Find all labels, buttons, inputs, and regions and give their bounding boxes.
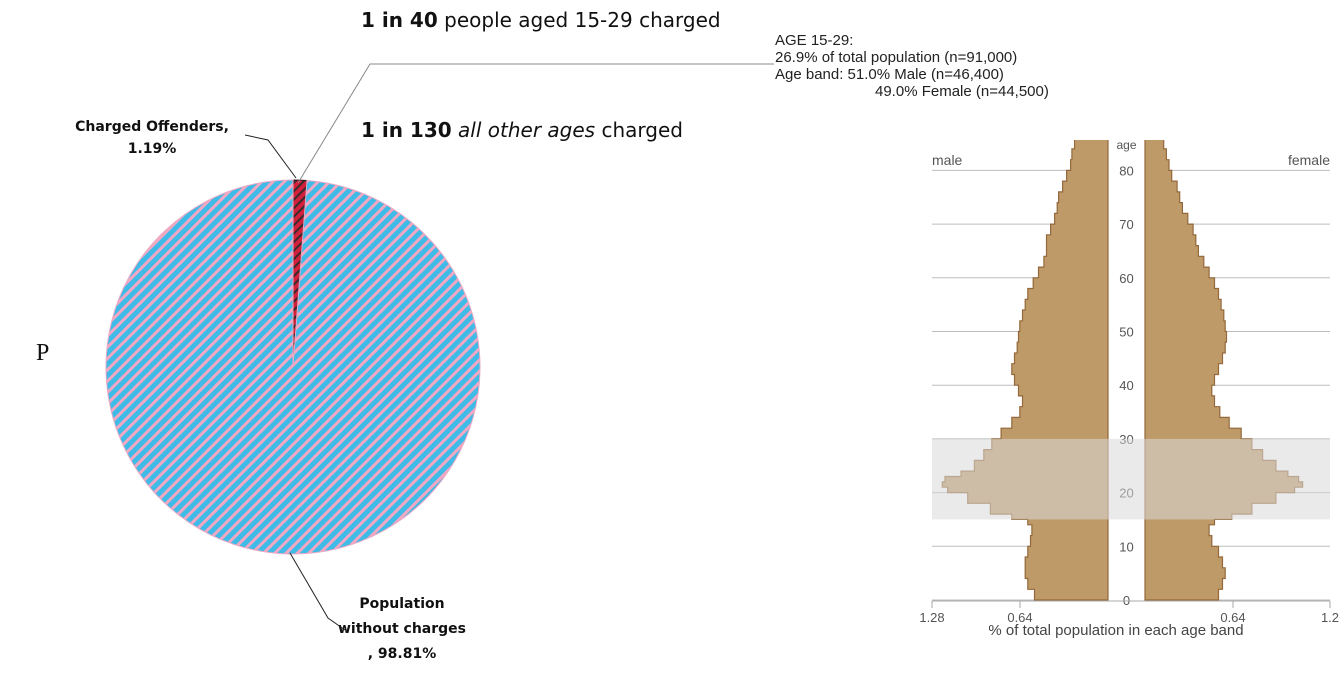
label-pop-line-1: Population [359,596,445,612]
age-tick-label: 50 [1119,325,1133,340]
age-tick-label: 60 [1119,271,1133,286]
x-tick-label: 0.64 [1007,610,1032,625]
pie-slices [105,179,481,555]
headline-other-ratio: 1 in 130 [361,118,452,142]
pie-chart [105,63,774,631]
population-pyramid: 010203040506070801.280.640.641.2malefema… [919,140,1339,639]
annotation-line-3: Age band: 51.0% Male (n=46,400) [775,66,1004,83]
label-pop-line-2: without charges [337,621,466,637]
x-tick-label: 1.2 [1321,610,1339,625]
stray-glyph: P [36,340,50,366]
label-female: female [1288,152,1330,168]
y-axis-label: age [1116,140,1136,152]
age-tick-label: 10 [1119,539,1133,554]
pyramid-layer: 010203040506070801.280.640.641.2malefema… [919,140,1339,639]
x-axis-label: % of total population in each age band [988,622,1243,639]
age-tick-label: 80 [1119,163,1133,178]
annotation-line-1: AGE 15-29: [775,32,854,49]
headline-young-ratio: 1 in 40 [361,8,438,32]
headline-other: 1 in 130 all other ages charged [361,118,683,142]
headline-other-italic: all other ages [458,118,596,142]
headline-young-text: people aged 15-29 charged [437,8,721,32]
age-tick-label: 40 [1119,378,1133,393]
label-pop-line-3: , 98.81% [367,646,437,662]
age-annotation: AGE 15-29: 26.9% of total population (n=… [775,32,1049,100]
pyramid-male-area [941,140,1109,601]
annotation-line-2: 26.9% of total population (n=91,000) [775,49,1018,66]
headline-other-text: charged [595,118,683,142]
highlight-band-15-29 [932,438,1330,520]
pyramid-female-area [1144,140,1304,601]
age-tick-label: 70 [1119,217,1133,232]
leader-line-age-annotation [297,63,774,184]
label-male: male [932,152,963,168]
headline-young: 1 in 40 people aged 15-29 charged [361,8,721,32]
leader-line-charged [244,134,297,179]
annotation-line-4: 49.0% Female (n=44,500) [875,83,1049,100]
pie-slice-population-without-charges [105,179,481,555]
label-charged-line-1: Charged Offenders, [75,119,229,135]
x-tick-label: 0.64 [1220,610,1245,625]
label-charged-offenders: Charged Offenders, 1.19% [52,116,252,160]
x-tick-label: 1.28 [919,610,944,625]
leader-line-population [289,552,346,631]
label-charged-line-2: 1.19% [127,141,177,157]
label-population: Population without charges , 98.81% [322,592,482,667]
